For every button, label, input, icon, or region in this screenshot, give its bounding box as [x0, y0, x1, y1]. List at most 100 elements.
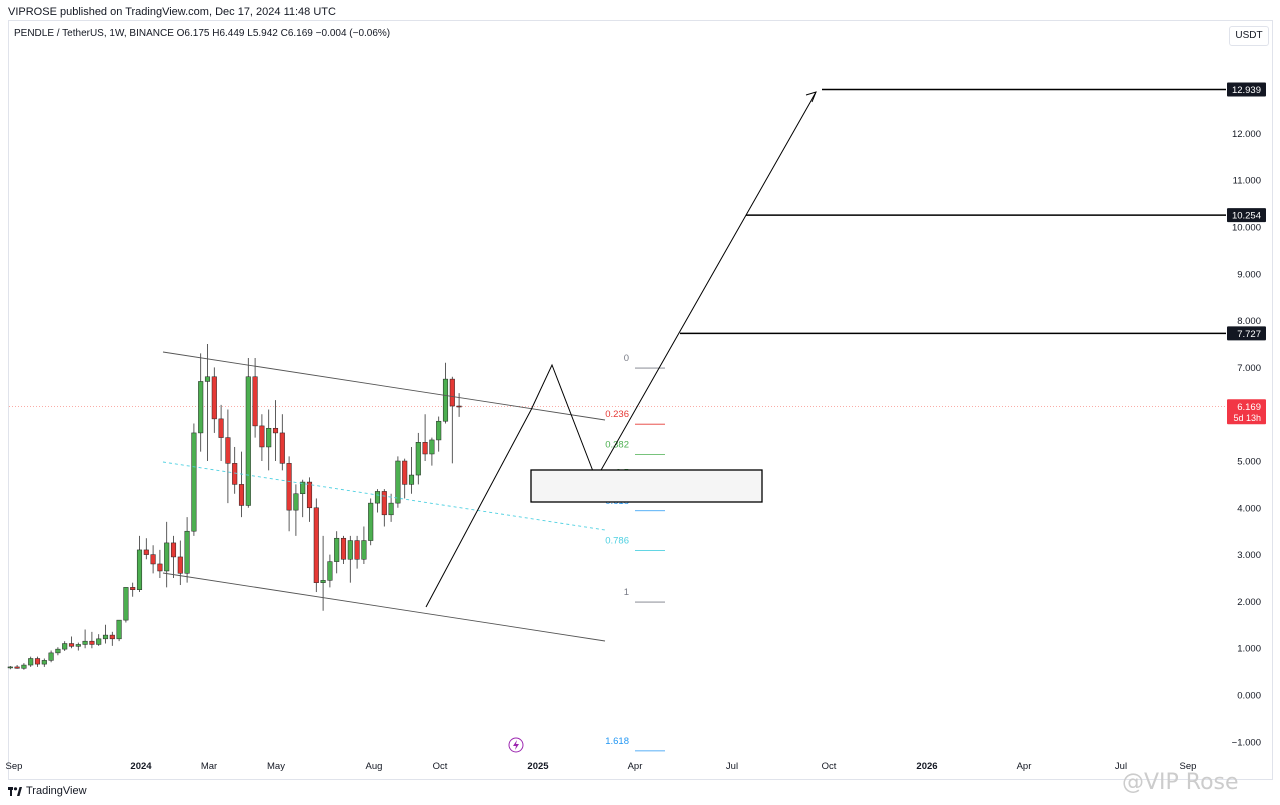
watermark: @VIP Rose	[1122, 770, 1239, 795]
fib-level-label: 1.618	[605, 736, 629, 747]
candle-down	[130, 587, 136, 590]
candle-up	[191, 432, 197, 532]
currency-button[interactable]: USDT	[1229, 26, 1269, 46]
x-tick-label: May	[267, 761, 285, 772]
x-tick-label: 2024	[130, 761, 152, 772]
candle-up	[436, 420, 442, 441]
candle-up	[55, 648, 61, 654]
x-tick-label: Sep	[6, 761, 23, 772]
candle-up	[415, 442, 421, 476]
candle-down	[422, 442, 428, 455]
candle-down	[232, 463, 238, 485]
chart-frame	[8, 20, 1273, 780]
candle-down	[170, 542, 177, 558]
projection-path	[530, 91, 817, 481]
y-tick-label: −1.000	[1232, 737, 1261, 748]
fib-level-label: 0.382	[605, 440, 629, 451]
y-tick-label: 8.000	[1237, 316, 1261, 327]
candle-up	[320, 580, 326, 583]
fib-level-label: 0.786	[605, 536, 629, 547]
candle-down	[89, 640, 95, 645]
candle-down	[354, 540, 360, 560]
y-tick-label: 12.000	[1232, 129, 1261, 140]
last-price-label: 6.169	[1237, 402, 1261, 413]
candle-up	[429, 439, 435, 455]
x-tick-label: Apr	[628, 761, 643, 772]
candle-up	[361, 540, 367, 560]
candle-down	[109, 634, 115, 640]
candle-down	[238, 484, 245, 506]
candle-up	[334, 537, 340, 562]
candle-up	[164, 542, 170, 572]
candle-down	[157, 563, 163, 572]
tradingview-logo-icon	[8, 786, 22, 796]
x-tick-label: 2025	[527, 761, 549, 772]
candle-up	[327, 561, 333, 581]
tradingview-brand[interactable]: TradingView	[8, 785, 87, 797]
candle-down	[68, 643, 75, 647]
candle-down	[340, 537, 347, 560]
candle-down	[286, 463, 292, 511]
candle-up	[388, 502, 394, 516]
candle-up	[266, 427, 272, 448]
x-tick-label: Jul	[726, 761, 738, 772]
candle-up	[82, 640, 88, 645]
demand-zone-box	[530, 469, 763, 503]
fib-level-label: 0.236	[605, 409, 629, 420]
candle-countdown-label: 5d 13h	[1233, 413, 1261, 423]
target-price-label: 10.254	[1232, 211, 1261, 222]
candle-down	[381, 491, 387, 516]
candle-down	[225, 437, 231, 464]
candle-up	[28, 658, 34, 666]
y-tick-label: 3.000	[1237, 550, 1261, 561]
target-price-badge	[1227, 326, 1266, 341]
candle-up	[96, 638, 102, 645]
target-price-label: 7.727	[1237, 329, 1261, 340]
x-tick-label: 2026	[916, 761, 937, 772]
candle-down	[259, 425, 265, 448]
candle-down	[306, 481, 313, 509]
candle-down	[313, 507, 319, 583]
channel-upper-line	[162, 351, 606, 421]
y-tick-label: 9.000	[1237, 269, 1261, 280]
candle-up	[102, 634, 109, 640]
candle-down	[456, 405, 462, 408]
channel-mid-line	[162, 461, 606, 531]
candle-down	[252, 376, 258, 427]
x-tick-label: Apr	[1017, 761, 1032, 772]
trendline-rise	[425, 409, 532, 608]
candle-down	[402, 460, 408, 485]
x-tick-label: Oct	[822, 761, 837, 772]
candle-down	[177, 556, 183, 574]
channel-lower-line	[162, 572, 606, 642]
candle-down	[272, 427, 279, 434]
candle-up	[7, 666, 13, 669]
fib-level-label: 1	[624, 587, 629, 598]
y-tick-label: 11.000	[1233, 176, 1261, 187]
candle-down	[14, 666, 20, 669]
y-tick-label: 5.000	[1237, 457, 1261, 468]
last-price-badge	[1227, 399, 1266, 425]
target-price-label: 12.939	[1232, 85, 1261, 96]
lightning-glyph	[513, 740, 519, 750]
candle-up	[374, 491, 381, 504]
candle-down	[211, 376, 217, 420]
fib-level-label: 0	[624, 353, 629, 364]
x-tick-label: Mar	[201, 761, 217, 772]
candle-down	[218, 418, 224, 438]
y-tick-label: 1.000	[1237, 644, 1261, 655]
y-tick-label: 0.000	[1237, 691, 1261, 702]
x-tick-label: Oct	[433, 761, 448, 772]
y-tick-label: 10.000	[1232, 223, 1261, 234]
drawings-layer	[162, 88, 1226, 642]
target-price-badge	[1227, 208, 1266, 223]
candle-up	[136, 549, 143, 590]
candle-down	[150, 554, 156, 565]
tradingview-label: TradingView	[26, 785, 87, 797]
candle-up	[123, 587, 129, 621]
candle-up	[293, 493, 299, 511]
candle-up	[442, 378, 449, 422]
candle-up	[21, 664, 27, 669]
